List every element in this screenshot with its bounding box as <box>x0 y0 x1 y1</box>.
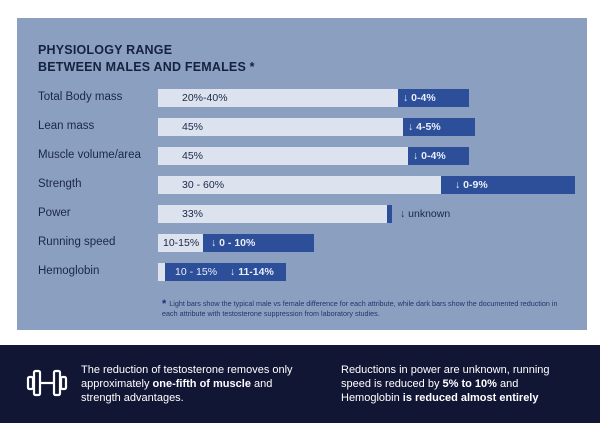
difference-bar: 30 - 60% <box>158 176 441 194</box>
reduction-bar: 10 - 15% ↓ 11-14% <box>165 263 286 281</box>
category-label: Lean mass <box>38 120 95 132</box>
bottom-left-text-part-2: and strength advantages. <box>81 378 273 404</box>
reduction-value-label: ↓ unknown <box>400 208 451 220</box>
bottom-left-text-part-1: The reduction of testosterone removes on… <box>81 364 293 390</box>
reduction-bar: ↓ 0-4% <box>408 147 469 165</box>
bottom-left-emphasis: one-fifth of muscle <box>152 378 251 390</box>
difference-value-label: 10 - 15% <box>175 266 218 278</box>
bottom-right-text-part-2: and Hemoglobin <box>341 378 519 404</box>
dumbbell-icon <box>26 369 68 397</box>
chart-title: PHYSIOLOGY RANGE BETWEEN MALES AND FEMAL… <box>38 42 255 76</box>
chart-title-line-2: BETWEEN MALES AND FEMALES * <box>38 60 255 74</box>
difference-bar <box>158 263 165 281</box>
reduction-value-label: ↓ 0-4% <box>403 92 436 104</box>
difference-bar: 45% <box>158 147 408 165</box>
footnote-text: Light bars show the typical male vs fema… <box>162 299 558 318</box>
category-label: Power <box>38 207 71 219</box>
reduction-bar: ↓ 0-4% <box>398 89 469 107</box>
reduction-bar: ↓ 4-5% <box>403 118 475 136</box>
bottom-right-emphasis-1: 5% to 10% <box>442 378 497 390</box>
reduction-bar <box>387 205 392 223</box>
category-label: Muscle volume/area <box>38 149 141 161</box>
footnote: * Light bars show the typical male vs fe… <box>162 299 562 319</box>
reduction-value-label: ↓ 0 - 10% <box>211 237 256 249</box>
chart-panel: PHYSIOLOGY RANGE BETWEEN MALES AND FEMAL… <box>17 18 587 330</box>
reduction-value-label: ↓ 0-9% <box>455 179 488 191</box>
reduction-bar: ↓ 0 - 10% <box>203 234 314 252</box>
category-label: Running speed <box>38 236 116 248</box>
bottom-left-text: The reduction of testosterone removes on… <box>81 363 311 405</box>
reduction-value-label: ↓ 4-5% <box>408 121 441 133</box>
bottom-right-text: Reductions in power are unknown, running… <box>341 363 576 405</box>
bottom-right-text-part-1: Reductions in power are unknown, running… <box>341 364 550 390</box>
category-label: Hemoglobin <box>38 265 100 277</box>
chart-title-line-1: PHYSIOLOGY RANGE <box>38 43 173 57</box>
category-label: Total Body mass <box>38 91 123 103</box>
category-label: Strength <box>38 178 82 190</box>
reduction-value-label: ↓ 0-4% <box>413 150 446 162</box>
difference-bar: 20%-40% <box>158 89 398 107</box>
footnote-asterisk: * <box>162 298 167 310</box>
bottom-banner: The reduction of testosterone removes on… <box>0 345 600 423</box>
difference-bar: 45% <box>158 118 403 136</box>
bottom-right-emphasis-2: is reduced almost entirely <box>402 392 539 404</box>
difference-bar: 33% <box>158 205 387 223</box>
reduction-value-label: ↓ 11-14% <box>230 266 274 278</box>
difference-bar: 10-15% <box>158 234 203 252</box>
reduction-bar: ↓ 0-9% <box>441 176 575 194</box>
